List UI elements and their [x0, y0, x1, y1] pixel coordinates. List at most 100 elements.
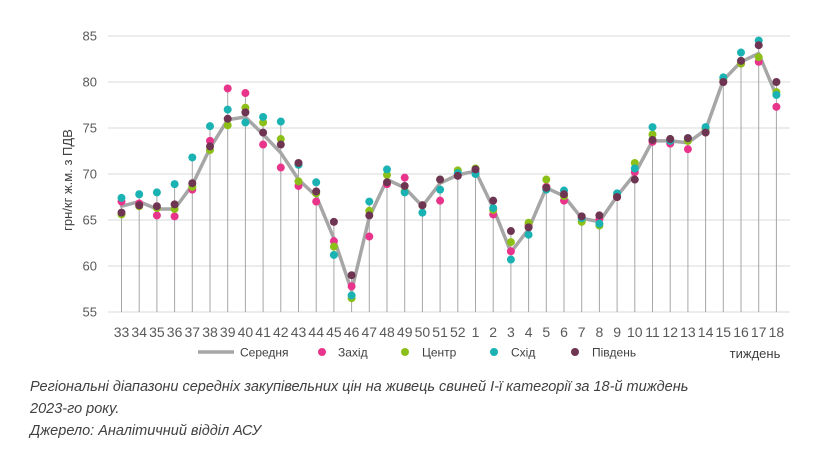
y-tick-label: 75 — [83, 121, 97, 136]
y-axis-ticks: 55 60 65 70 75 80 85 — [83, 29, 97, 320]
y-tick-label: 80 — [83, 75, 97, 90]
data-point — [630, 164, 639, 173]
data-point — [117, 193, 126, 202]
data-point — [170, 180, 179, 189]
data-point — [400, 188, 409, 197]
average-line — [119, 51, 779, 293]
data-point — [135, 201, 144, 210]
data-point — [506, 238, 515, 247]
data-point — [365, 197, 374, 206]
x-axis-label: тиждень — [730, 346, 781, 361]
data-point — [347, 271, 356, 280]
x-tick-label: 9 — [613, 324, 621, 340]
data-point — [206, 122, 214, 131]
x-tick-label: 8 — [596, 324, 604, 340]
data-point — [506, 247, 515, 256]
x-tick-label: 10 — [627, 324, 643, 340]
data-point — [436, 185, 445, 194]
x-tick-label: 51 — [432, 324, 448, 340]
data-point — [701, 128, 710, 137]
data-point — [524, 230, 533, 239]
data-point — [418, 208, 427, 217]
legend-swatch-dot — [490, 348, 498, 356]
data-point — [223, 105, 232, 114]
data-point — [648, 123, 657, 132]
x-tick-label: 52 — [450, 324, 466, 340]
legend-label: Захід — [338, 346, 368, 360]
legend-label: Середня — [240, 346, 289, 360]
data-point — [666, 135, 675, 144]
data-point — [152, 202, 161, 211]
data-point — [595, 219, 604, 228]
y-tick-label: 65 — [83, 213, 97, 228]
data-point — [312, 187, 321, 196]
data-point — [276, 135, 285, 144]
data-point — [506, 227, 515, 236]
data-point — [560, 190, 568, 199]
data-point — [241, 89, 250, 98]
x-tick-label: 42 — [273, 324, 289, 340]
data-point — [683, 145, 692, 154]
data-point — [152, 211, 161, 220]
x-tick-label: 44 — [308, 324, 324, 340]
data-point — [595, 211, 604, 220]
data-point — [188, 153, 197, 162]
x-tick-label: 34 — [131, 324, 147, 340]
average-line-group — [119, 51, 779, 293]
data-point — [365, 232, 374, 241]
data-point — [683, 134, 692, 143]
legend-swatch-dot — [571, 348, 579, 356]
data-point — [170, 200, 179, 209]
x-tick-label: 39 — [220, 324, 236, 340]
data-point — [276, 163, 285, 172]
data-point — [117, 208, 126, 217]
x-tick-label: 36 — [167, 324, 183, 340]
data-point — [772, 102, 781, 111]
caption-line-2: 2023-го року. — [30, 401, 120, 417]
data-point — [436, 196, 445, 205]
y-tick-label: 55 — [83, 305, 97, 320]
x-axis-ticks: 33 34 35 36 37 38 39 40 41 42 43 44 45 46 47 48 49 50 51 52… — [114, 324, 785, 340]
data-point — [400, 181, 409, 190]
x-tick-label: 14 — [698, 324, 714, 340]
data-point — [489, 196, 498, 205]
data-point — [259, 140, 268, 149]
data-point — [276, 117, 285, 126]
data-point — [347, 291, 356, 300]
x-tick-label: 48 — [379, 324, 395, 340]
region-dots — [117, 36, 781, 303]
data-point — [294, 177, 303, 186]
legend: Середня Захід Центр Схід Південь — [198, 346, 636, 360]
x-tick-label: 12 — [662, 324, 678, 340]
data-point — [772, 78, 781, 86]
y-tick-label: 70 — [83, 167, 97, 182]
x-tick-label: 41 — [255, 324, 271, 340]
data-point — [542, 175, 551, 184]
x-tick-label: 17 — [751, 324, 767, 340]
x-tick-label: 4 — [525, 324, 533, 340]
data-point — [471, 165, 480, 174]
legend-label: Схід — [511, 346, 535, 360]
x-tick-label: 46 — [344, 324, 360, 340]
x-tick-label: 38 — [202, 324, 218, 340]
data-point — [329, 217, 338, 226]
data-point — [241, 118, 250, 127]
data-point — [436, 175, 445, 184]
data-point — [383, 178, 391, 187]
data-point — [648, 135, 657, 144]
x-tick-label: 1 — [472, 324, 480, 340]
x-tick-label: 35 — [149, 324, 165, 340]
data-point — [719, 78, 728, 86]
x-tick-label: 33 — [114, 324, 130, 340]
x-tick-label: 6 — [560, 324, 568, 340]
caption-line-3: Джерело: Аналітичний відділ АСУ — [30, 423, 261, 439]
data-point — [329, 242, 338, 251]
y-tick-label: 85 — [83, 29, 97, 44]
legend-swatch-dot — [318, 348, 326, 356]
data-point — [365, 211, 374, 220]
data-point — [276, 140, 285, 149]
x-tick-label: 16 — [733, 324, 749, 340]
x-tick-label: 18 — [769, 324, 785, 340]
data-point — [188, 179, 197, 188]
